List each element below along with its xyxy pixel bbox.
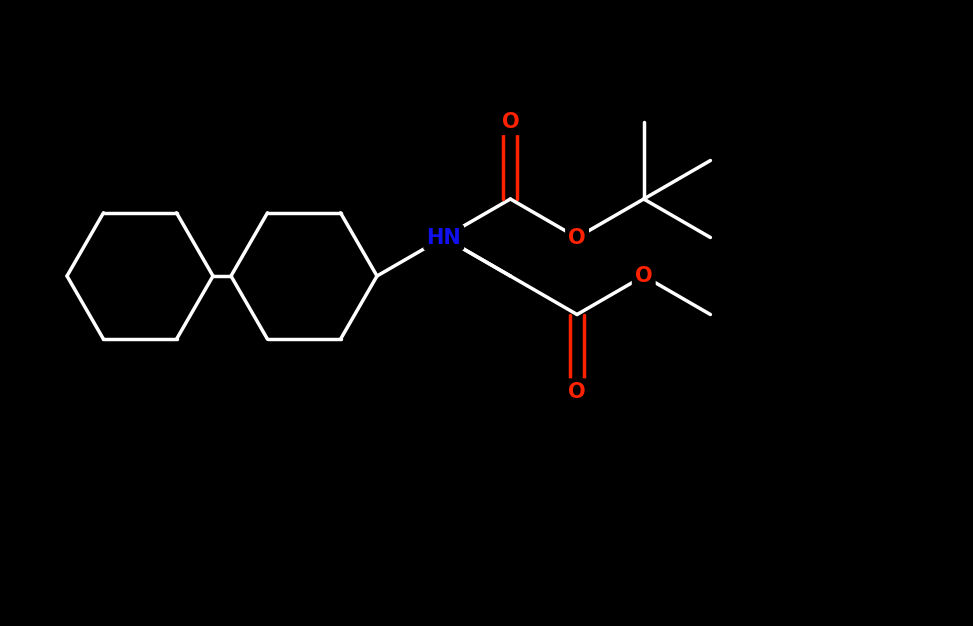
Text: O: O: [568, 227, 586, 247]
Text: O: O: [501, 112, 520, 132]
Text: O: O: [568, 381, 586, 401]
Text: HN: HN: [426, 227, 461, 247]
Text: O: O: [635, 266, 653, 286]
